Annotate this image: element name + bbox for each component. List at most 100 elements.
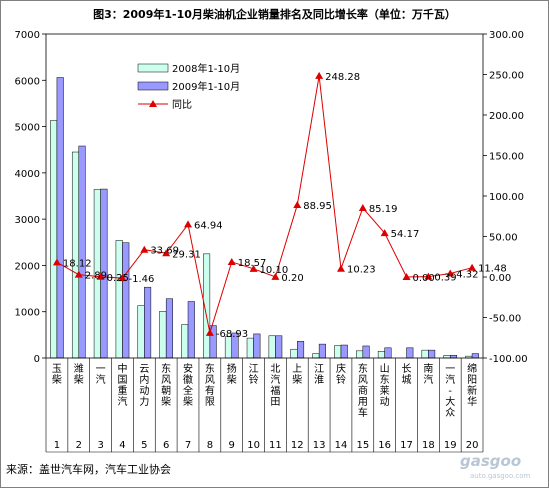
legend-swatch-2008 — [137, 63, 169, 73]
yoy-marker — [424, 272, 433, 280]
rank-label: 6 — [163, 440, 169, 451]
yoy-data-label: 11.48 — [478, 264, 507, 275]
rank-label: 12 — [291, 440, 304, 451]
right-axis-tick-label: -50.00 — [489, 314, 521, 325]
bar-2008 — [356, 350, 364, 359]
yoy-data-label: -68.93 — [216, 329, 248, 340]
bar-2008 — [312, 353, 320, 359]
legend-marker-yoy — [149, 100, 157, 107]
left-axis-tick-label: 7000 — [15, 30, 40, 41]
bar-2009 — [406, 347, 414, 359]
category-label: 一汽 — [96, 364, 106, 386]
bar-2009 — [165, 298, 173, 359]
yoy-marker — [74, 270, 83, 278]
rank-label: 1 — [54, 440, 60, 451]
left-axis-tick-label: 1000 — [15, 308, 40, 319]
category-label: 扬柴 — [227, 362, 237, 386]
rank-label: 8 — [207, 440, 213, 451]
left-axis-tick-label: 4000 — [15, 169, 40, 180]
category-label: 北汽福田 — [270, 363, 280, 408]
left-axis-tick-label: 5000 — [15, 123, 40, 134]
yoy-marker — [162, 249, 171, 257]
bar-2008 — [246, 337, 254, 359]
legend-label-yoy: 同比 — [172, 99, 192, 111]
yoy-data-label: 4.32 — [456, 270, 478, 281]
rank-label: 13 — [313, 440, 326, 451]
rank-label: 18 — [422, 440, 435, 451]
bar-2009 — [187, 301, 195, 359]
category-label: 江铃 — [249, 363, 259, 386]
category-label: 云内动力 — [139, 364, 149, 408]
right-axis-tick-label: -100.00 — [489, 354, 528, 365]
yoy-marker — [271, 272, 280, 280]
rank-label: 7 — [185, 440, 191, 451]
yoy-marker — [446, 269, 455, 277]
bar-2009 — [340, 344, 348, 359]
bar-2009 — [384, 347, 392, 359]
source-note: 来源：盖世汽车网，汽车工业协会 — [6, 463, 171, 476]
rank-label: 5 — [141, 440, 147, 451]
yoy-data-label: -1.46 — [128, 274, 154, 285]
yoy-marker — [336, 264, 345, 272]
yoy-data-label: 10.10 — [260, 265, 289, 276]
category-label: 玉柴 — [52, 364, 62, 386]
category-label: 东风有限 — [205, 362, 215, 408]
bar-2008 — [137, 305, 145, 359]
bar-2008 — [290, 348, 298, 359]
yoy-marker — [249, 264, 258, 272]
bar-2009 — [144, 286, 152, 359]
right-axis-tick-label: 200.00 — [489, 111, 524, 122]
rank-label: 20 — [466, 440, 479, 451]
yoy-data-label: 29.31 — [172, 249, 201, 260]
category-label: 南汽 — [423, 362, 433, 386]
bar-2008 — [50, 120, 58, 359]
yoy-line — [56, 75, 473, 333]
yoy-data-label: 0.00 — [413, 273, 435, 284]
legend-label-2009: 2009年1-10月 — [172, 80, 240, 93]
yoy-data-label: 64.94 — [194, 220, 223, 231]
legend-label-2008: 2008年1-10月 — [172, 62, 240, 75]
category-label: 中国重汽 — [117, 362, 127, 408]
rank-label: 15 — [356, 440, 369, 451]
yoy-marker — [293, 200, 302, 208]
right-axis-tick-label: 50.00 — [489, 233, 518, 244]
category-label: 东风商用车 — [358, 362, 368, 419]
yoy-marker — [380, 229, 389, 237]
category-label: 庆铃 — [336, 362, 346, 386]
yoy-data-label: 10.23 — [347, 265, 376, 276]
bar-2009 — [122, 242, 130, 359]
rank-label: 3 — [97, 440, 103, 451]
plot-area — [45, 33, 484, 359]
yoy-marker — [358, 203, 367, 211]
bar-2009 — [362, 345, 370, 359]
watermark-url: auto.gasgoo.com — [470, 472, 531, 480]
category-label: 上柴 — [292, 363, 302, 386]
right-axis-tick-label: 100.00 — [489, 192, 524, 203]
yoy-data-label: 0.20 — [281, 273, 303, 284]
bar-2009 — [56, 77, 64, 359]
rank-label: 17 — [400, 440, 413, 451]
category-label: 一汽-大众 — [445, 364, 455, 419]
yoy-marker — [140, 245, 149, 253]
bar-2008 — [159, 311, 167, 359]
yoy-marker — [52, 258, 61, 266]
legend-swatch-2009 — [137, 81, 169, 91]
bar-2008 — [224, 336, 232, 359]
rank-label: 19 — [444, 440, 457, 451]
category-label: 江淮 — [314, 363, 324, 386]
left-axis-tick-label: 2000 — [15, 261, 40, 272]
yoy-data-label: 18.12 — [63, 258, 92, 269]
bar-2009 — [253, 333, 261, 359]
yoy-data-label: 54.17 — [391, 229, 420, 240]
left-axis-tick-label: 6000 — [15, 76, 40, 87]
yoy-data-label: 85.19 — [369, 204, 398, 215]
bar-2008 — [334, 345, 342, 359]
rank-label: 11 — [269, 440, 282, 451]
yoy-data-label: 88.95 — [303, 201, 332, 212]
right-axis-tick-label: 300.00 — [489, 30, 524, 41]
yoy-data-label: 33.69 — [150, 246, 179, 257]
right-axis-tick-label: 150.00 — [489, 152, 524, 163]
yoy-data-label: 18.57 — [238, 258, 267, 269]
